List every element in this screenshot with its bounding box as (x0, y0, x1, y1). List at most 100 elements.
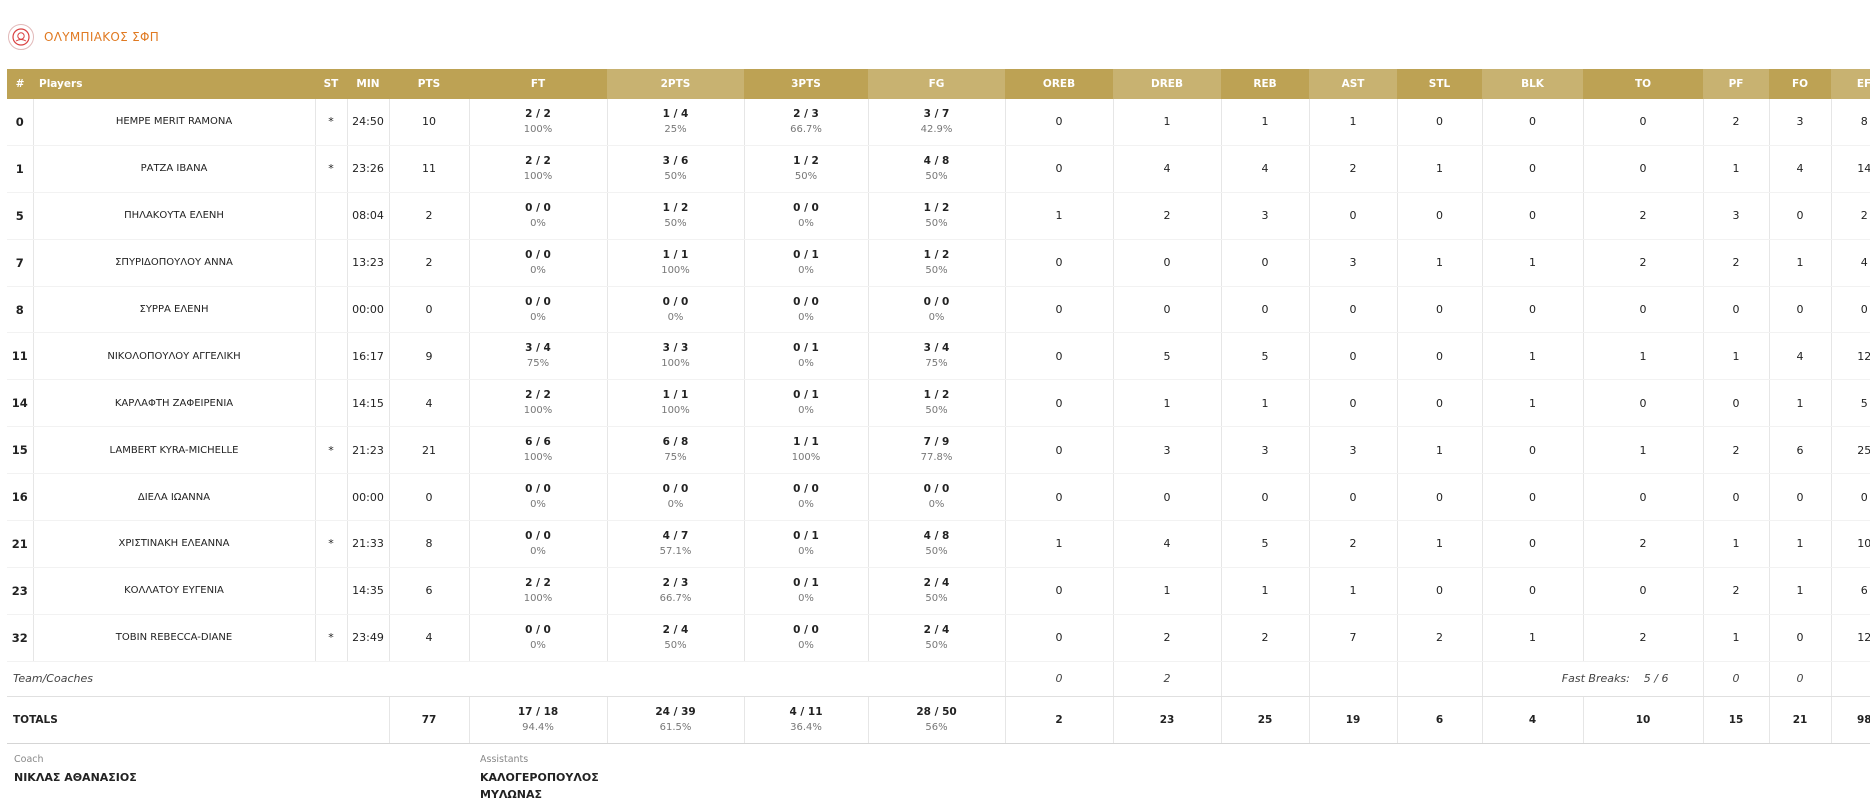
cell-p2: 1 / 1 100% (607, 239, 745, 287)
player-row[interactable]: 11 ΝΙΚΟΛΟΠΟΥΛΟΥ ΑΓΓΕΛΙΚΗ 16:17 9 3 / 4 75% 3 /… (7, 332, 1870, 381)
col-header-pts[interactable]: PTS (389, 69, 469, 99)
cell-oreb: 1 (1005, 520, 1114, 568)
player-row[interactable]: 14 ΚΑΡΛΑΦΤΗ ΖΑΦΕΙΡΕΝΙΑ 14:15 4 2 / 2 100% 1 / … (7, 379, 1870, 428)
cell-stl: 2 (1397, 614, 1483, 662)
player-row[interactable]: 23 ΚΟΛΛΑΤΟΥ ΕΥΓΕΝΙΑ 14:35 6 2 / 2 100% 2 / 3 66… (7, 567, 1870, 615)
player-row[interactable]: 1 ΡΑΤΖΑ ΙΒΑΝΑ * 23:26 11 2 / 2 100% 3 / 6 50% 1 /… (7, 145, 1870, 193)
col-header-fo[interactable]: FO (1769, 69, 1831, 99)
player-row[interactable]: 5 ΠΗΛΑΚΟΥΤΑ ΕΛΕΝΗ 08:04 2 0 / 0 0% 1 / 2 50% 0 /… (7, 192, 1870, 240)
coach-block: Coach ΝΙΚΛΑΣ ΑΘΑΝΑΣΙΟΣ (14, 754, 137, 786)
col-header-ast[interactable]: AST (1309, 69, 1397, 99)
cell-stl: 0 (1397, 332, 1483, 381)
col-header-ef[interactable]: EF (1831, 69, 1870, 99)
player-name-link[interactable]: ΚΑΡΛΑΦΤΗ ΖΑΦΕΙΡΕΝΙΑ (33, 379, 316, 428)
cell-pf: 0 (1703, 379, 1770, 428)
cell-pf: 1 (1703, 520, 1770, 568)
totals-to: 10 (1583, 696, 1704, 744)
cell-num: 14 (7, 379, 34, 428)
player-name-link[interactable]: HEMPE MERIT RAMONA (33, 99, 316, 146)
player-row[interactable]: 32 TOBIN REBECCA-DIANE * 23:49 4 0 / 0 0% 2 / 4… (7, 614, 1870, 662)
cell-ef: 5 (1831, 379, 1870, 428)
cell-p3: 0 / 1 0% (744, 379, 869, 428)
cell-p3-pct: 0% (798, 545, 814, 557)
cell-pts: 2 (389, 239, 470, 287)
cell-ast: 0 (1309, 332, 1398, 381)
player-row[interactable]: 7 ΣΠΥΡΙΔΟΠΟΥΛΟΥ ΑΝΝΑ 13:23 2 0 / 0 0% 1 / 1 100… (7, 239, 1870, 287)
col-header-dreb[interactable]: DREB (1113, 69, 1221, 99)
player-row[interactable]: 0 HEMPE MERIT RAMONA * 24:50 10 2 / 2 100% 1 / … (7, 99, 1870, 146)
player-name-link[interactable]: TOBIN REBECCA-DIANE (33, 614, 316, 662)
cell-p2-pct: 50% (664, 639, 687, 651)
player-row[interactable]: 8 ΣΥΡΡΑ ΕΛΕΝΗ 00:00 0 0 / 0 0% 0 / 0 0% 0 / 0 0% 0… (7, 286, 1870, 334)
col-header-reb[interactable]: REB (1221, 69, 1309, 99)
cell-p3-made: 0 / 0 (793, 623, 819, 636)
fast-breaks-value: 5 / 6 (1643, 672, 1669, 686)
cell-p2: 3 / 3 100% (607, 332, 745, 381)
cell-to: 0 (1583, 99, 1704, 146)
cell-fg-made: 3 / 7 (923, 107, 950, 120)
cell-ft-made: 2 / 2 (525, 107, 551, 120)
cell-blk: 1 (1482, 379, 1584, 428)
team-name[interactable]: ΟΛΥΜΠΙΑΚΟΣ ΣΦΠ (44, 30, 160, 44)
col-header-ft[interactable]: FT (469, 69, 607, 99)
cell-to: 1 (1583, 332, 1704, 381)
cell-ft-made: 2 / 2 (525, 154, 551, 167)
cell-p3-pct: 0% (798, 264, 814, 276)
cell-to: 0 (1583, 473, 1704, 522)
col-header-stl[interactable]: STL (1397, 69, 1482, 99)
col-header-to[interactable]: TO (1583, 69, 1703, 99)
cell-fg: 4 / 8 50% (868, 520, 1006, 568)
cell-num: 7 (7, 239, 34, 287)
player-row[interactable]: 15 LAMBERT KYRA-MICHELLE * 21:23 21 6 / 6 100%… (7, 426, 1870, 475)
cell-blk: 0 (1482, 426, 1584, 475)
cell-p2: 4 / 7 57.1% (607, 520, 745, 568)
cell-dreb: 5 (1113, 332, 1222, 381)
player-name-link[interactable]: ΚΟΛΛΑΤΟΥ ΕΥΓΕΝΙΑ (33, 567, 316, 615)
cell-oreb: 0 (1005, 567, 1114, 615)
player-name-link[interactable]: ΠΗΛΑΚΟΥΤΑ ΕΛΕΝΗ (33, 192, 316, 240)
player-name-link[interactable]: LAMBERT KYRA-MICHELLE (33, 426, 316, 475)
cell-min: 24:50 (347, 99, 390, 146)
col-header-players[interactable]: Players (33, 69, 315, 99)
cell-p2-made: 0 / 0 (662, 295, 689, 308)
col-header-min[interactable]: MIN (347, 69, 389, 99)
cell-dreb: 0 (1113, 473, 1222, 522)
cell-p2-pct: 57.1% (659, 545, 692, 557)
col-header-st[interactable]: ST (315, 69, 347, 99)
cell-stl: 0 (1397, 192, 1483, 240)
cell-p2-pct: 100% (661, 405, 690, 417)
player-name-link[interactable]: ΔΙΕΛΑ ΙΩΑΝΝΑ (33, 473, 316, 522)
col-header-fg[interactable]: FG (868, 69, 1005, 99)
cell-st (315, 332, 348, 381)
player-name-link[interactable]: ΡΑΤΖΑ ΙΒΑΝΑ (33, 145, 316, 193)
col-header-oreb[interactable]: OREB (1005, 69, 1113, 99)
col-header-blk[interactable]: BLK (1482, 69, 1583, 99)
cell-pts: 0 (389, 473, 470, 522)
cell-blk: 1 (1482, 614, 1584, 662)
col-header-2pts[interactable]: 2PTS (607, 69, 744, 99)
player-name-link[interactable]: ΣΥΡΡΑ ΕΛΕΝΗ (33, 286, 316, 334)
cell-p3: 0 / 0 0% (744, 192, 869, 240)
col-header-3pts[interactable]: 3PTS (744, 69, 868, 99)
col-header-number[interactable]: # (7, 69, 33, 99)
cell-dreb: 3 (1113, 426, 1222, 475)
cell-pf: 0 (1703, 286, 1770, 334)
totals-fo: 21 (1769, 696, 1832, 744)
cell-oreb: 0 (1005, 239, 1114, 287)
coach-label: Coach (14, 754, 44, 765)
cell-fg-pct: 75% (925, 358, 948, 370)
cell-stl: 1 (1397, 520, 1483, 568)
col-header-pf[interactable]: PF (1703, 69, 1769, 99)
cell-pf: 3 (1703, 192, 1770, 240)
cell-pts: 9 (389, 332, 470, 381)
cell-ft-pct: 100% (523, 405, 553, 417)
totals-3pts: 4 / 11 36.4% (744, 696, 869, 744)
cell-reb: 3 (1221, 426, 1310, 475)
cell-oreb: 0 (1005, 332, 1114, 381)
cell-fg-pct: 50% (925, 264, 948, 276)
player-name-link[interactable]: ΣΠΥΡΙΔΟΠΟΥΛΟΥ ΑΝΝΑ (33, 239, 316, 287)
player-name-link[interactable]: ΝΙΚΟΛΟΠΟΥΛΟΥ ΑΓΓΕΛΙΚΗ (33, 332, 316, 381)
player-name-link[interactable]: ΧΡΙΣΤΙΝΑΚΗ ΕΛΕΑΝΝΑ (33, 520, 316, 568)
